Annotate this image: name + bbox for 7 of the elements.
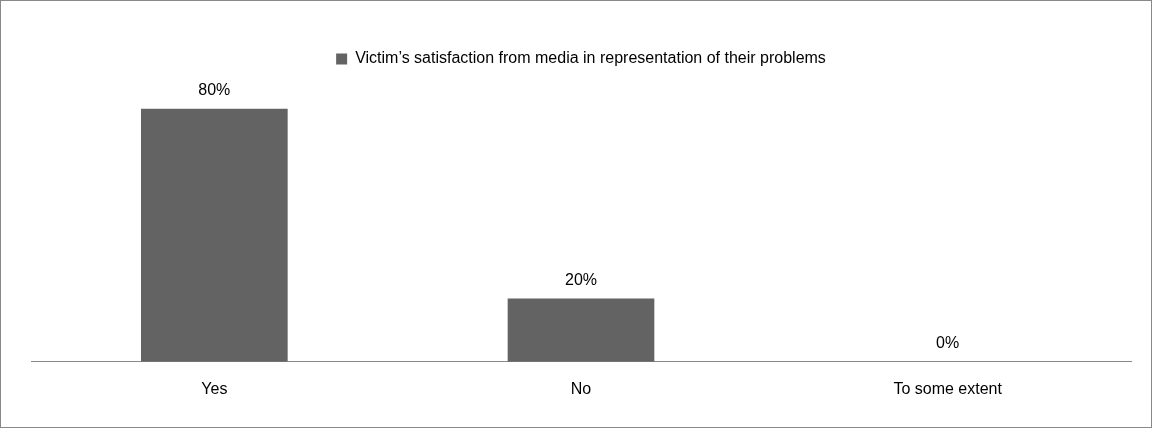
- data-label: 80%: [198, 81, 231, 99]
- x-tick-label: To some extent: [893, 379, 1003, 397]
- legend-label: Victim’s satisfaction from media in representation of their problems: [355, 49, 826, 67]
- x-tick-label: No: [570, 379, 592, 397]
- x-tick-label: Yes: [201, 379, 228, 397]
- data-label: 20%: [564, 270, 598, 288]
- data-label: 0%: [936, 334, 960, 352]
